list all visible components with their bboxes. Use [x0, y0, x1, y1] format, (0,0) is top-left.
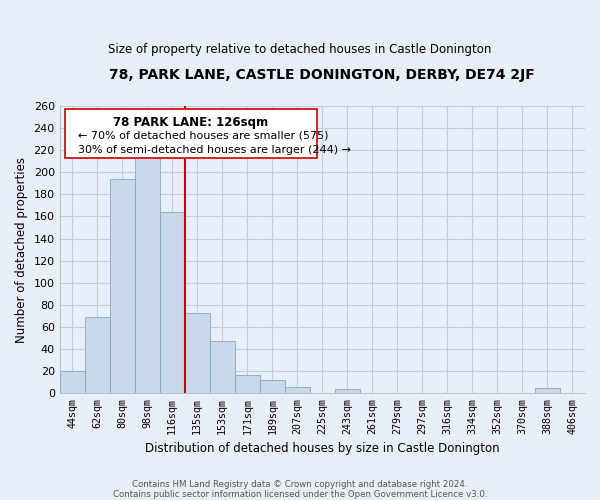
FancyBboxPatch shape: [65, 109, 317, 158]
X-axis label: Distribution of detached houses by size in Castle Donington: Distribution of detached houses by size …: [145, 442, 500, 455]
Text: ← 70% of detached houses are smaller (575): ← 70% of detached houses are smaller (57…: [78, 130, 329, 140]
Bar: [85, 317, 110, 393]
Text: 78 PARK LANE: 126sqm: 78 PARK LANE: 126sqm: [113, 116, 269, 130]
Bar: [535, 388, 560, 393]
Bar: [335, 390, 360, 393]
Bar: [59, 371, 85, 393]
Y-axis label: Number of detached properties: Number of detached properties: [15, 156, 28, 342]
Text: Contains public sector information licensed under the Open Government Licence v3: Contains public sector information licen…: [113, 490, 487, 499]
Bar: [210, 341, 235, 393]
Bar: [235, 375, 260, 393]
Title: 78, PARK LANE, CASTLE DONINGTON, DERBY, DE74 2JF: 78, PARK LANE, CASTLE DONINGTON, DERBY, …: [109, 68, 535, 82]
Bar: [110, 179, 135, 393]
Bar: [285, 388, 310, 393]
Bar: [260, 380, 285, 393]
Bar: [135, 156, 160, 393]
Bar: [185, 314, 210, 393]
Text: Contains HM Land Registry data © Crown copyright and database right 2024.: Contains HM Land Registry data © Crown c…: [132, 480, 468, 489]
Text: Size of property relative to detached houses in Castle Donington: Size of property relative to detached ho…: [109, 42, 491, 56]
Bar: [160, 212, 185, 393]
Text: 30% of semi-detached houses are larger (244) →: 30% of semi-detached houses are larger (…: [78, 145, 351, 155]
